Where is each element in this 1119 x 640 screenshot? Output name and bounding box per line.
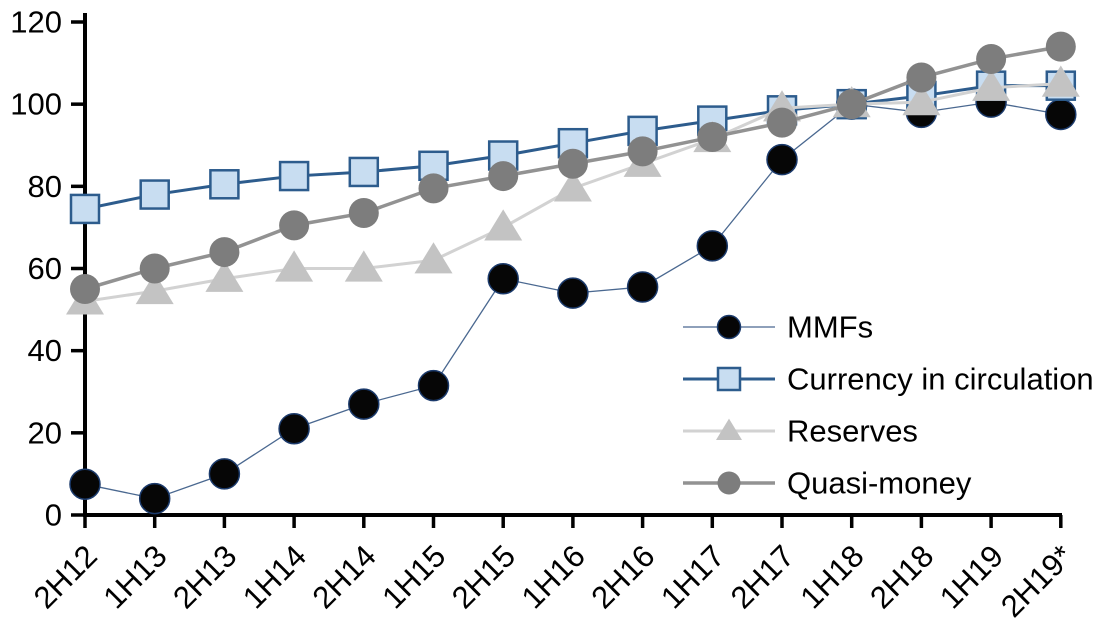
y-axis-tick-label: 0 <box>45 498 62 533</box>
series-marker-quasi-money <box>488 161 519 192</box>
series-marker-mmfs <box>626 271 659 303</box>
series-marker-reserves <box>1041 65 1080 97</box>
legend-marker-currency-in-circulation <box>716 366 742 392</box>
series-marker-mmfs <box>1045 98 1077 131</box>
series-marker-reserves <box>344 250 383 282</box>
series-marker-reserves <box>135 273 174 305</box>
legend-marker-mmfs <box>716 314 742 340</box>
y-axis-tick-label: 100 <box>10 87 62 122</box>
series-marker-quasi-money <box>906 62 937 93</box>
series-marker-currency-in-circulation <box>139 179 170 210</box>
legend-label-currency-in-circulation: Currency in circulation <box>787 362 1094 397</box>
series-marker-quasi-money <box>418 173 449 204</box>
series-marker-reserves <box>414 242 453 274</box>
series-marker-mmfs <box>696 230 729 262</box>
series-marker-quasi-money <box>348 198 379 229</box>
series-marker-quasi-money <box>976 43 1007 74</box>
series-marker-currency-in-circulation <box>278 160 310 192</box>
series-marker-mmfs <box>557 277 589 309</box>
x-axis-tick-label: 2H15 <box>445 538 522 615</box>
legend-label-quasi-money: Quasi-money <box>787 466 972 501</box>
y-axis-tick-label: 40 <box>28 333 62 368</box>
series-marker-quasi-money <box>139 253 170 284</box>
x-axis-tick-label: 2H12 <box>27 538 104 615</box>
legend-entry-mmfs: MMFs <box>683 310 873 345</box>
x-axis-tick-label: 1H17 <box>654 538 731 615</box>
series-marker-mmfs <box>348 388 380 420</box>
series-marker-mmfs <box>69 468 101 500</box>
series-marker-quasi-money <box>209 237 240 268</box>
series-marker-currency-in-circulation <box>209 169 240 200</box>
x-axis-tick-label: 1H15 <box>375 538 452 615</box>
x-axis-tick-label: 2H18 <box>863 538 940 615</box>
series-marker-quasi-money <box>627 136 658 167</box>
series-marker-currency-in-circulation <box>348 156 380 188</box>
x-axis-tick-label: 2H17 <box>724 538 801 615</box>
series-marker-quasi-money <box>279 210 310 241</box>
series-marker-mmfs <box>417 369 450 402</box>
legend-label-mmfs: MMFs <box>787 310 873 345</box>
series-marker-mmfs <box>208 458 241 490</box>
x-axis-tick-label: 1H14 <box>236 538 313 615</box>
legend: MMFs Currency in circulation Reserves Quasi… <box>683 310 1094 501</box>
legend-entry-reserves: Reserves <box>683 414 918 449</box>
series-mmfs <box>69 86 1077 515</box>
series-marker-quasi-money <box>767 107 797 138</box>
series-marker-reserves <box>205 260 244 292</box>
series-marker-quasi-money <box>1045 31 1076 62</box>
legend-entry-quasi-money: Quasi-money <box>683 466 972 501</box>
x-axis-tick-label: 1H18 <box>793 538 870 615</box>
legend-marker-quasi-money <box>717 471 741 495</box>
series-marker-quasi-money <box>697 122 728 153</box>
x-axis-tick-label: 1H16 <box>515 538 592 615</box>
series-marker-reserves <box>902 84 941 116</box>
y-axis-tick-label: 60 <box>28 251 62 286</box>
x-axis-tick-label: 2H13 <box>166 538 243 615</box>
series-marker-reserves <box>484 209 523 241</box>
x-axis-tick-label: 2H19* <box>994 538 1080 624</box>
x-axis-tick-label: 2H16 <box>584 538 661 615</box>
x-axis-tick-label: 1H13 <box>96 538 173 615</box>
series-marker-quasi-money <box>836 89 867 120</box>
legend-entry-currency-in-circulation: Currency in circulation <box>683 362 1094 397</box>
series-marker-mmfs <box>766 143 798 176</box>
series-marker-reserves <box>972 69 1011 101</box>
series-marker-currency-in-circulation <box>69 193 101 225</box>
x-axis-tick-label: 2H14 <box>306 538 383 615</box>
series-marker-reserves <box>553 170 592 202</box>
series-reserves <box>66 65 1080 315</box>
series-quasi-money <box>70 31 1076 305</box>
y-axis-tick-label: 80 <box>28 169 62 204</box>
series-marker-reserves <box>275 250 314 282</box>
series-marker-mmfs <box>138 482 171 515</box>
y-axis-tick-label: 20 <box>28 415 62 450</box>
series-marker-mmfs <box>487 263 519 295</box>
legend-marker-reserves <box>716 418 742 440</box>
y-axis-tick-label: 120 <box>10 5 62 40</box>
series-marker-quasi-money <box>557 148 588 179</box>
series-marker-mmfs <box>278 412 310 445</box>
legend-label-reserves: Reserves <box>787 414 918 449</box>
series-marker-quasi-money <box>70 274 100 305</box>
